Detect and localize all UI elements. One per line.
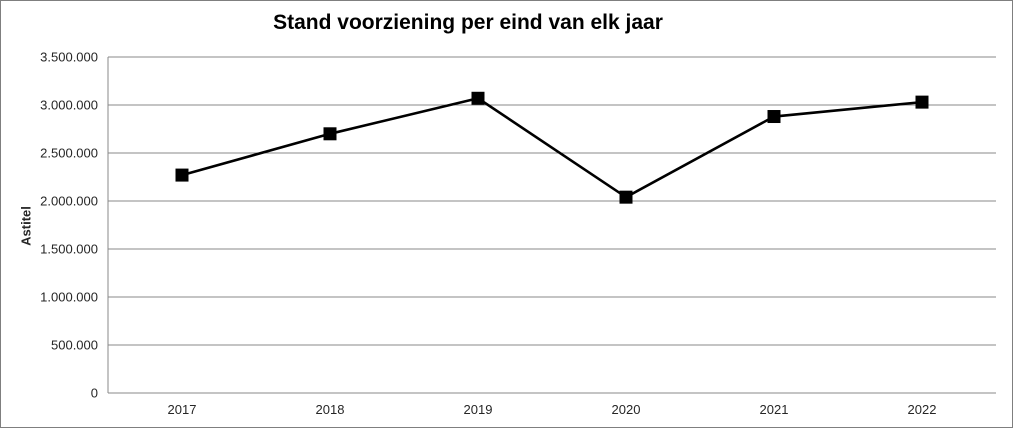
y-tick-label: 3.500.000 (40, 49, 98, 65)
x-tick-label: 2022 (907, 402, 937, 417)
data-point-marker (915, 95, 929, 109)
x-tick-label: 2018 (315, 402, 345, 417)
y-tick-label: 2.500.000 (40, 145, 98, 161)
x-tick-label: 2017 (167, 402, 197, 417)
x-tick-label: 2019 (463, 402, 493, 417)
x-tick-label: 2021 (759, 402, 789, 417)
y-tick-label: 500.000 (51, 337, 98, 353)
y-tick-label: 1.500.000 (40, 241, 98, 257)
data-point-marker (619, 190, 633, 204)
y-tick-label: 1.000.000 (40, 289, 98, 305)
data-point-marker (471, 91, 485, 105)
y-tick-label: 0 (90, 385, 98, 401)
y-tick-label: 2.000.000 (40, 193, 98, 209)
y-tick-label: 3.000.000 (40, 97, 98, 113)
x-tick-label: 2020 (611, 402, 641, 417)
chart-title: Stand voorziening per eind van elk jaar (273, 11, 663, 34)
data-point-marker (767, 110, 781, 124)
data-point-marker (175, 168, 189, 182)
series-line (181, 96, 923, 199)
data-point-marker (323, 127, 337, 141)
